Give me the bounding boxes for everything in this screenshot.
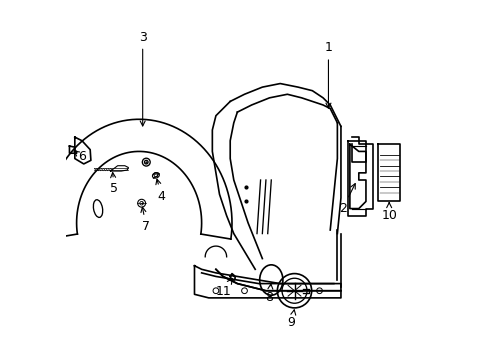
Text: 11: 11 xyxy=(215,279,232,298)
Text: 1: 1 xyxy=(324,41,332,108)
Text: 2: 2 xyxy=(338,184,354,215)
Text: 9: 9 xyxy=(287,310,295,329)
Text: 5: 5 xyxy=(110,172,118,195)
Text: 7: 7 xyxy=(141,207,150,233)
Text: 4: 4 xyxy=(156,179,165,203)
Text: 3: 3 xyxy=(139,31,146,126)
Text: 8: 8 xyxy=(265,284,273,305)
Text: 10: 10 xyxy=(381,203,396,222)
Text: 6: 6 xyxy=(74,150,86,163)
